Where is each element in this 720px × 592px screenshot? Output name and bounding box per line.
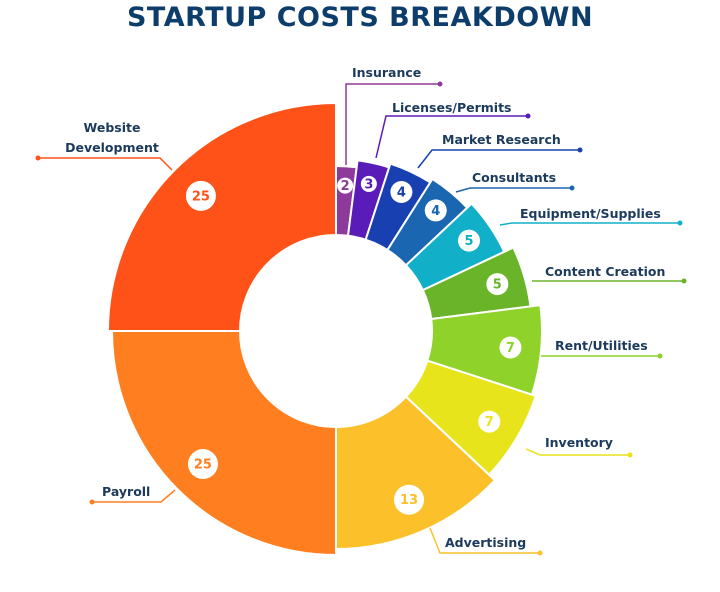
leader-line [38, 157, 173, 171]
slice-label: Consultants [472, 170, 556, 185]
leader-line [499, 222, 680, 226]
value-badge [187, 449, 218, 480]
leader-line [455, 187, 572, 193]
slice-label: Licenses/Permits [392, 100, 512, 115]
value-label: 3 [364, 177, 373, 192]
value-badge [486, 273, 509, 296]
leader-dot [569, 185, 575, 191]
slice-label: Development [65, 140, 159, 155]
value-label: 2 [341, 179, 350, 194]
slice-label: Equipment/Supplies [520, 206, 661, 221]
slice-payroll [110, 330, 337, 557]
chart-title: STARTUP COSTS BREAKDOWN [126, 2, 594, 33]
value-badge [424, 199, 447, 222]
value-badge [390, 181, 413, 204]
leader-line [417, 149, 580, 169]
value-badge [499, 336, 522, 359]
value-label: 7 [506, 341, 515, 356]
value-label: 4 [431, 204, 440, 219]
value-label: 13 [400, 493, 418, 508]
leader-dot [537, 550, 543, 556]
leader-dot [577, 147, 583, 153]
leader-line [92, 489, 176, 503]
slice-label: Inventory [545, 435, 613, 450]
value-label: 4 [397, 186, 406, 201]
leader-dot [677, 220, 683, 226]
slice-label: Content Creation [545, 264, 665, 279]
value-badge [337, 177, 354, 194]
leader-line [525, 448, 630, 456]
value-badge [394, 484, 425, 515]
leader-dot [437, 81, 443, 87]
slice-label: Advertising [445, 535, 526, 550]
value-label: 25 [192, 189, 210, 204]
leader-line [375, 115, 528, 159]
value-label: 5 [464, 234, 473, 249]
slice-label: Insurance [352, 65, 421, 80]
slice-website-development [106, 101, 337, 332]
slice-label: Rent/Utilities [555, 338, 648, 353]
leader-dot [657, 353, 663, 359]
slice-label: Website [84, 120, 141, 135]
value-badge [457, 229, 480, 252]
value-badge [185, 180, 216, 211]
slice-label: Payroll [102, 484, 150, 499]
value-label: 5 [493, 278, 502, 293]
slice-label: Market Research [442, 132, 561, 147]
leader-dot [525, 113, 531, 119]
value-badge [360, 175, 377, 192]
leader-line [429, 527, 540, 554]
value-label: 7 [485, 415, 494, 430]
value-label: 25 [194, 458, 212, 473]
leader-dot [681, 278, 687, 284]
leader-dot [627, 452, 633, 458]
slice-advertising [335, 395, 497, 551]
value-badge [478, 410, 501, 433]
leader-line [345, 83, 440, 165]
leader-dot [89, 499, 95, 505]
leader-dot [35, 155, 41, 161]
